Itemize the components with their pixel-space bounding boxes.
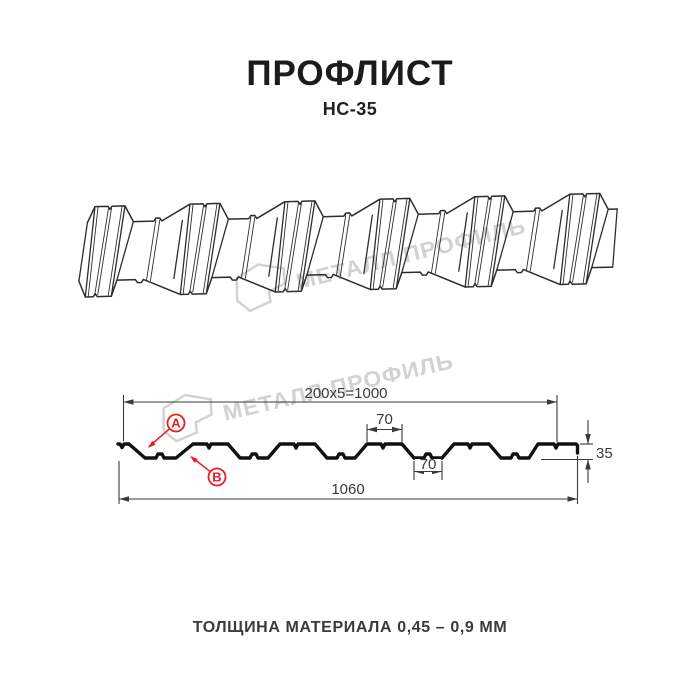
sketch-line <box>277 202 289 292</box>
brand-logo-icon <box>235 263 286 313</box>
sketch-line <box>189 205 204 293</box>
sketch-line <box>205 202 221 295</box>
sketch-line <box>116 221 135 281</box>
sketch-line <box>569 195 584 283</box>
sketch-line <box>395 197 411 290</box>
sketch-line <box>339 214 351 277</box>
sketch-line <box>490 195 506 287</box>
sketch-line <box>300 200 316 292</box>
sketch-line <box>585 192 601 285</box>
brand-logo-icon <box>162 393 213 443</box>
sketch-line <box>477 197 492 286</box>
dimension-lines <box>118 395 593 504</box>
sketch-line <box>559 193 571 286</box>
sketch-line <box>363 214 373 275</box>
sketch-line <box>335 214 347 277</box>
sketch-line <box>274 201 286 293</box>
sketch-line <box>496 211 514 271</box>
profile-cross-section <box>116 442 580 460</box>
sketch-line <box>401 213 419 274</box>
sketch-line <box>110 205 126 297</box>
sketch-line <box>430 212 442 274</box>
sketch-line <box>287 202 302 291</box>
sketch-line <box>487 196 503 286</box>
page-title: ПРОФЛИСТ <box>246 54 454 93</box>
sketch-line <box>582 194 598 284</box>
sketch-line <box>78 222 89 282</box>
profile-model-subtitle: НС-35 <box>322 99 378 119</box>
sketch-line <box>149 219 161 282</box>
sketch-line <box>525 209 537 272</box>
sketch-line <box>474 197 489 286</box>
callout-b: B <box>190 456 227 487</box>
sketch-line <box>306 216 324 276</box>
sketch-line <box>211 218 229 279</box>
sketch-line <box>591 208 609 269</box>
callout-a-letter: A <box>171 416 181 431</box>
sketch-line <box>192 205 207 293</box>
sketch-line <box>612 208 618 268</box>
sketch-line <box>379 200 394 288</box>
sketch-line <box>107 206 123 296</box>
sketch-line <box>372 199 384 289</box>
sketch-line <box>179 203 191 296</box>
sketch-line <box>434 212 446 274</box>
sketch-line <box>182 204 194 294</box>
sketch-line <box>240 217 252 279</box>
sketch-line <box>84 206 96 298</box>
sketch-line <box>467 197 479 287</box>
sketch-line <box>572 195 587 283</box>
callout-a: A <box>148 413 186 448</box>
sketch-line <box>268 217 278 277</box>
callout-a-arrow-icon <box>148 440 156 448</box>
sketch-line <box>392 199 408 289</box>
sketch-edge <box>86 192 618 224</box>
sketch-line <box>369 198 381 291</box>
sketch-line <box>173 219 184 280</box>
material-thickness-note: ТОЛЩИНА МАТЕРИАЛА 0,45 – 0,9 ММ <box>192 619 508 636</box>
sketch-line <box>529 209 541 272</box>
sketch-line <box>202 204 218 294</box>
dim-top-flange-label: 70 <box>376 411 393 428</box>
sketch-line <box>553 209 563 270</box>
sketch-line <box>382 200 397 288</box>
sketch-line <box>145 219 157 282</box>
callout-b-arrow-icon <box>190 456 198 463</box>
sketch-edge <box>78 266 614 298</box>
sketch-line <box>87 207 99 297</box>
callout-b-letter: B <box>212 470 221 485</box>
sketch-line <box>562 194 574 284</box>
label-backing <box>415 459 441 471</box>
dim-overall-width-label: 1060 <box>331 481 364 498</box>
dim-pitch-label: 200x5=1000 <box>305 385 388 402</box>
sketch-line <box>297 201 313 291</box>
dim-bottom-flange-label: 70 <box>420 456 437 473</box>
sketch-line <box>284 202 299 291</box>
watermark-logo-upper: МЕТАЛЛ ПРОФИЛЬ <box>235 213 529 313</box>
sketch-line <box>458 212 468 272</box>
sketch-line <box>244 217 256 279</box>
sketch-line <box>464 196 476 288</box>
sketch-line <box>94 207 109 296</box>
sketch-line <box>97 207 112 296</box>
profile-3d-sketch <box>78 192 618 298</box>
dim-height-label: 35 <box>596 445 613 462</box>
